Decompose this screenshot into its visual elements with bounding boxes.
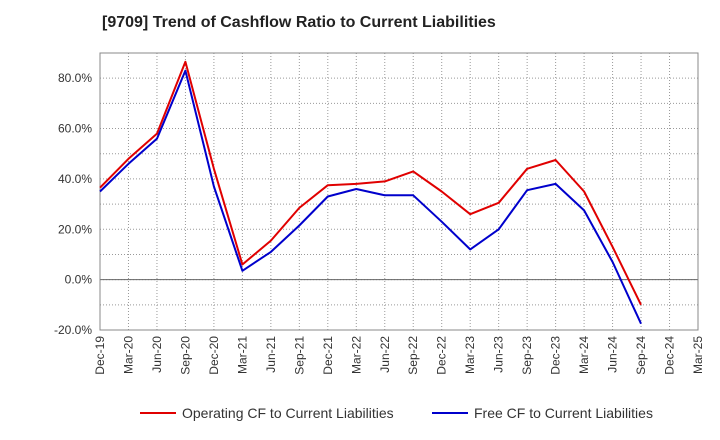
x-tick-label: Sep-21 (292, 336, 306, 375)
y-axis: -20.0% 0.0% 20.0% 40.0% 60.0% 80.0% (54, 71, 92, 337)
x-tick-label: Sep-20 (178, 336, 192, 375)
x-tick-label: Dec-19 (93, 336, 107, 375)
series-layer (99, 60, 642, 325)
series-line (99, 69, 642, 325)
x-tick-label: Dec-23 (549, 336, 563, 375)
x-tick-label: Jun-21 (264, 336, 278, 373)
x-tick-label: Sep-24 (634, 336, 648, 375)
x-tick-label: Mar-22 (349, 336, 363, 374)
legend-label: Operating CF to Current Liabilities (182, 405, 394, 421)
x-tick-label: Mar-20 (121, 336, 135, 374)
x-tick-label: Jun-23 (492, 336, 506, 373)
x-tick-label: Jun-20 (150, 336, 164, 373)
x-axis: Dec-19 Mar-20 Jun-20 Sep-20 Dec-20 Mar-21 Jun-… (93, 336, 705, 375)
legend: Operating CF to Current Liabilities Free … (140, 405, 653, 421)
x-tick-label: Mar-25 (691, 336, 705, 374)
x-tick-label: Sep-22 (406, 336, 420, 375)
legend-label: Free CF to Current Liabilities (474, 405, 653, 421)
y-tick-label: 40.0% (58, 172, 92, 186)
x-tick-label: Sep-23 (520, 336, 534, 375)
y-tick-label: -20.0% (54, 323, 92, 337)
x-tick-label: Mar-21 (235, 336, 249, 374)
x-tick-label: Dec-24 (663, 336, 677, 375)
x-tick-label: Dec-21 (321, 336, 335, 375)
x-tick-label: Dec-20 (207, 336, 221, 375)
x-tick-label: Mar-23 (463, 336, 477, 374)
chart-title: [9709] Trend of Cashflow Ratio to Curren… (102, 14, 496, 31)
y-tick-label: 20.0% (58, 222, 92, 236)
y-tick-label: 80.0% (58, 71, 92, 85)
x-tick-label: Jun-24 (606, 336, 620, 373)
plot-frame (99, 52, 699, 331)
series-line (99, 60, 642, 306)
x-tick-label: Mar-24 (577, 336, 591, 374)
grid (100, 53, 698, 330)
y-tick-label: 0.0% (65, 273, 93, 287)
y-tick-label: 60.0% (58, 122, 92, 136)
x-tick-label: Jun-22 (378, 336, 392, 373)
x-tick-label: Dec-22 (435, 336, 449, 375)
